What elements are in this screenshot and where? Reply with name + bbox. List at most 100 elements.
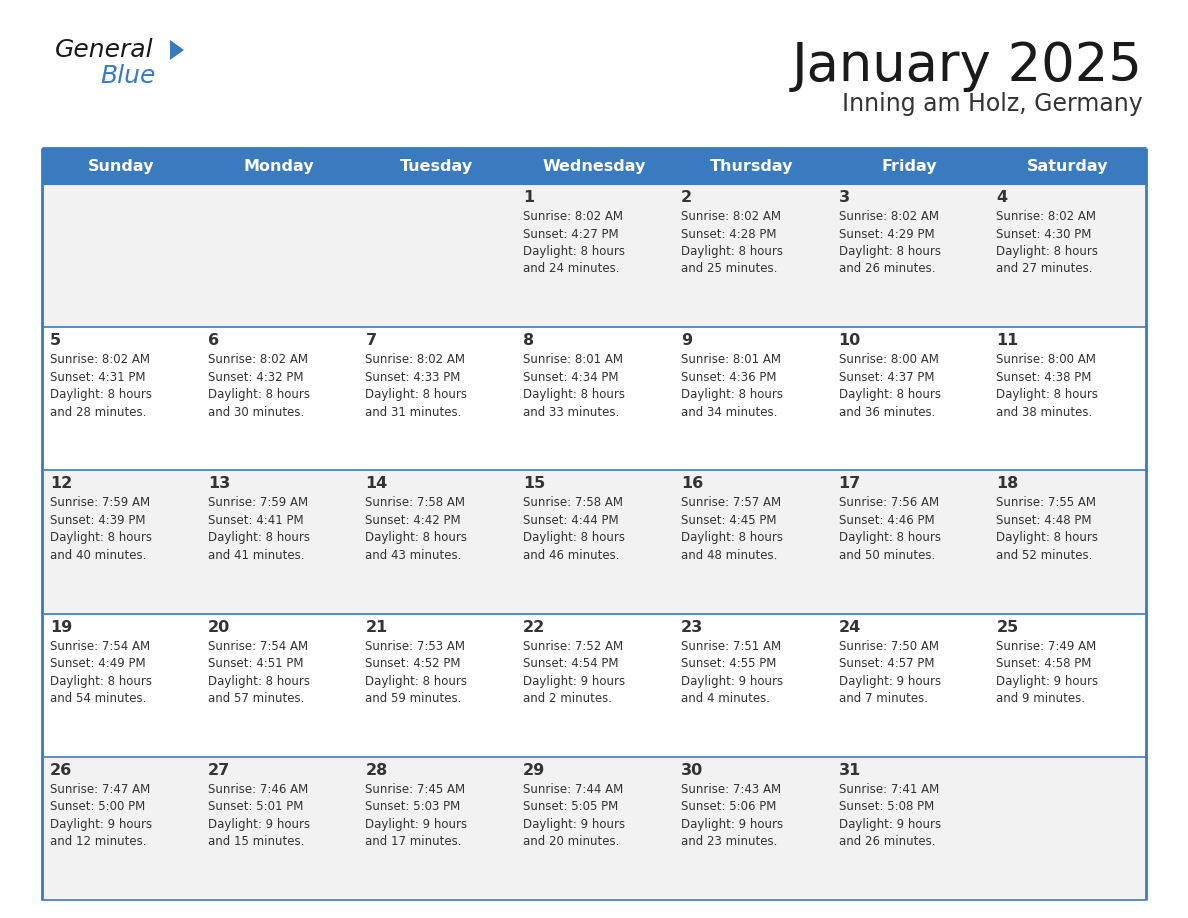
Bar [672,327,830,470]
Bar [830,148,988,184]
Text: Sunrise: 7:53 AM
Sunset: 4:52 PM
Daylight: 8 hours
and 59 minutes.: Sunrise: 7:53 AM Sunset: 4:52 PM Dayligh… [366,640,467,705]
Text: 25: 25 [997,620,1018,634]
Text: 2: 2 [681,190,691,205]
Text: 21: 21 [366,620,387,634]
Bar [358,327,516,470]
Text: Thursday: Thursday [710,159,794,174]
Bar [830,470,988,613]
Text: 22: 22 [523,620,545,634]
Text: Sunrise: 8:00 AM
Sunset: 4:37 PM
Daylight: 8 hours
and 36 minutes.: Sunrise: 8:00 AM Sunset: 4:37 PM Dayligh… [839,353,941,419]
Bar [672,470,830,613]
Text: Sunrise: 7:43 AM
Sunset: 5:06 PM
Daylight: 9 hours
and 23 minutes.: Sunrise: 7:43 AM Sunset: 5:06 PM Dayligh… [681,783,783,848]
Text: 3: 3 [839,190,849,205]
Text: Monday: Monday [244,159,314,174]
Bar [200,613,358,756]
Bar [42,613,200,756]
Text: 11: 11 [997,333,1018,348]
Text: 16: 16 [681,476,703,491]
Text: Sunrise: 7:44 AM
Sunset: 5:05 PM
Daylight: 9 hours
and 20 minutes.: Sunrise: 7:44 AM Sunset: 5:05 PM Dayligh… [523,783,625,848]
Text: Sunrise: 7:47 AM
Sunset: 5:00 PM
Daylight: 9 hours
and 12 minutes.: Sunrise: 7:47 AM Sunset: 5:00 PM Dayligh… [50,783,152,848]
Text: Sunrise: 7:51 AM
Sunset: 4:55 PM
Daylight: 9 hours
and 4 minutes.: Sunrise: 7:51 AM Sunset: 4:55 PM Dayligh… [681,640,783,705]
Text: 24: 24 [839,620,861,634]
Text: Sunrise: 7:49 AM
Sunset: 4:58 PM
Daylight: 9 hours
and 9 minutes.: Sunrise: 7:49 AM Sunset: 4:58 PM Dayligh… [997,640,1099,705]
Text: Sunrise: 7:57 AM
Sunset: 4:45 PM
Daylight: 8 hours
and 48 minutes.: Sunrise: 7:57 AM Sunset: 4:45 PM Dayligh… [681,497,783,562]
Text: Friday: Friday [881,159,937,174]
Bar [988,327,1146,470]
Text: Sunrise: 7:41 AM
Sunset: 5:08 PM
Daylight: 9 hours
and 26 minutes.: Sunrise: 7:41 AM Sunset: 5:08 PM Dayligh… [839,783,941,848]
Text: 1: 1 [523,190,535,205]
Text: Sunrise: 8:00 AM
Sunset: 4:38 PM
Daylight: 8 hours
and 38 minutes.: Sunrise: 8:00 AM Sunset: 4:38 PM Dayligh… [997,353,1098,419]
Text: Wednesday: Wednesday [542,159,646,174]
Text: 28: 28 [366,763,387,778]
Bar [358,756,516,900]
Text: Sunrise: 7:56 AM
Sunset: 4:46 PM
Daylight: 8 hours
and 50 minutes.: Sunrise: 7:56 AM Sunset: 4:46 PM Dayligh… [839,497,941,562]
Text: 26: 26 [50,763,72,778]
Text: January 2025: January 2025 [792,40,1143,92]
Text: 7: 7 [366,333,377,348]
Text: Sunrise: 7:54 AM
Sunset: 4:51 PM
Daylight: 8 hours
and 57 minutes.: Sunrise: 7:54 AM Sunset: 4:51 PM Dayligh… [208,640,310,705]
Text: 12: 12 [50,476,72,491]
Text: 31: 31 [839,763,861,778]
Text: 23: 23 [681,620,703,634]
Text: Blue: Blue [100,64,156,88]
Text: 15: 15 [523,476,545,491]
Text: Sunrise: 7:59 AM
Sunset: 4:39 PM
Daylight: 8 hours
and 40 minutes.: Sunrise: 7:59 AM Sunset: 4:39 PM Dayligh… [50,497,152,562]
Bar [672,756,830,900]
Text: Sunrise: 8:02 AM
Sunset: 4:30 PM
Daylight: 8 hours
and 27 minutes.: Sunrise: 8:02 AM Sunset: 4:30 PM Dayligh… [997,210,1098,275]
Bar [672,184,830,327]
Text: Tuesday: Tuesday [399,159,473,174]
Text: 30: 30 [681,763,703,778]
Bar [358,184,516,327]
Text: Sunrise: 8:02 AM
Sunset: 4:32 PM
Daylight: 8 hours
and 30 minutes.: Sunrise: 8:02 AM Sunset: 4:32 PM Dayligh… [208,353,310,419]
Text: 17: 17 [839,476,861,491]
Bar [42,184,200,327]
Bar [988,148,1146,184]
Bar [42,470,200,613]
Text: General: General [55,38,153,62]
Text: Sunrise: 7:58 AM
Sunset: 4:42 PM
Daylight: 8 hours
and 43 minutes.: Sunrise: 7:58 AM Sunset: 4:42 PM Dayligh… [366,497,467,562]
Text: Inning am Holz, Germany: Inning am Holz, Germany [842,92,1143,116]
Bar [672,613,830,756]
Bar [830,756,988,900]
Bar [516,184,672,327]
Text: 10: 10 [839,333,861,348]
Bar [42,756,200,900]
Text: 5: 5 [50,333,61,348]
Bar [200,184,358,327]
Bar [200,327,358,470]
Text: Sunrise: 8:02 AM
Sunset: 4:31 PM
Daylight: 8 hours
and 28 minutes.: Sunrise: 8:02 AM Sunset: 4:31 PM Dayligh… [50,353,152,419]
Bar [988,470,1146,613]
Text: Sunrise: 8:01 AM
Sunset: 4:34 PM
Daylight: 8 hours
and 33 minutes.: Sunrise: 8:01 AM Sunset: 4:34 PM Dayligh… [523,353,625,419]
Text: 20: 20 [208,620,230,634]
Bar [358,148,516,184]
Text: Sunrise: 7:46 AM
Sunset: 5:01 PM
Daylight: 9 hours
and 15 minutes.: Sunrise: 7:46 AM Sunset: 5:01 PM Dayligh… [208,783,310,848]
Text: Sunrise: 8:01 AM
Sunset: 4:36 PM
Daylight: 8 hours
and 34 minutes.: Sunrise: 8:01 AM Sunset: 4:36 PM Dayligh… [681,353,783,419]
Bar [672,148,830,184]
Text: Sunrise: 8:02 AM
Sunset: 4:28 PM
Daylight: 8 hours
and 25 minutes.: Sunrise: 8:02 AM Sunset: 4:28 PM Dayligh… [681,210,783,275]
Bar [830,184,988,327]
Bar [516,327,672,470]
Text: Saturday: Saturday [1026,159,1108,174]
Bar [516,756,672,900]
Bar [516,148,672,184]
Text: 14: 14 [366,476,387,491]
Bar [516,470,672,613]
Bar [200,148,358,184]
Bar [200,756,358,900]
Text: 27: 27 [208,763,230,778]
Bar [988,756,1146,900]
Bar [830,613,988,756]
Bar [200,470,358,613]
Text: Sunrise: 8:02 AM
Sunset: 4:27 PM
Daylight: 8 hours
and 24 minutes.: Sunrise: 8:02 AM Sunset: 4:27 PM Dayligh… [523,210,625,275]
Bar [42,327,200,470]
Text: Sunrise: 8:02 AM
Sunset: 4:29 PM
Daylight: 8 hours
and 26 minutes.: Sunrise: 8:02 AM Sunset: 4:29 PM Dayligh… [839,210,941,275]
Bar [516,613,672,756]
Text: Sunrise: 7:50 AM
Sunset: 4:57 PM
Daylight: 9 hours
and 7 minutes.: Sunrise: 7:50 AM Sunset: 4:57 PM Dayligh… [839,640,941,705]
Text: Sunday: Sunday [88,159,154,174]
Text: Sunrise: 7:45 AM
Sunset: 5:03 PM
Daylight: 9 hours
and 17 minutes.: Sunrise: 7:45 AM Sunset: 5:03 PM Dayligh… [366,783,468,848]
Bar [988,184,1146,327]
Text: Sunrise: 7:54 AM
Sunset: 4:49 PM
Daylight: 8 hours
and 54 minutes.: Sunrise: 7:54 AM Sunset: 4:49 PM Dayligh… [50,640,152,705]
Text: 19: 19 [50,620,72,634]
Bar [358,613,516,756]
Text: 9: 9 [681,333,691,348]
